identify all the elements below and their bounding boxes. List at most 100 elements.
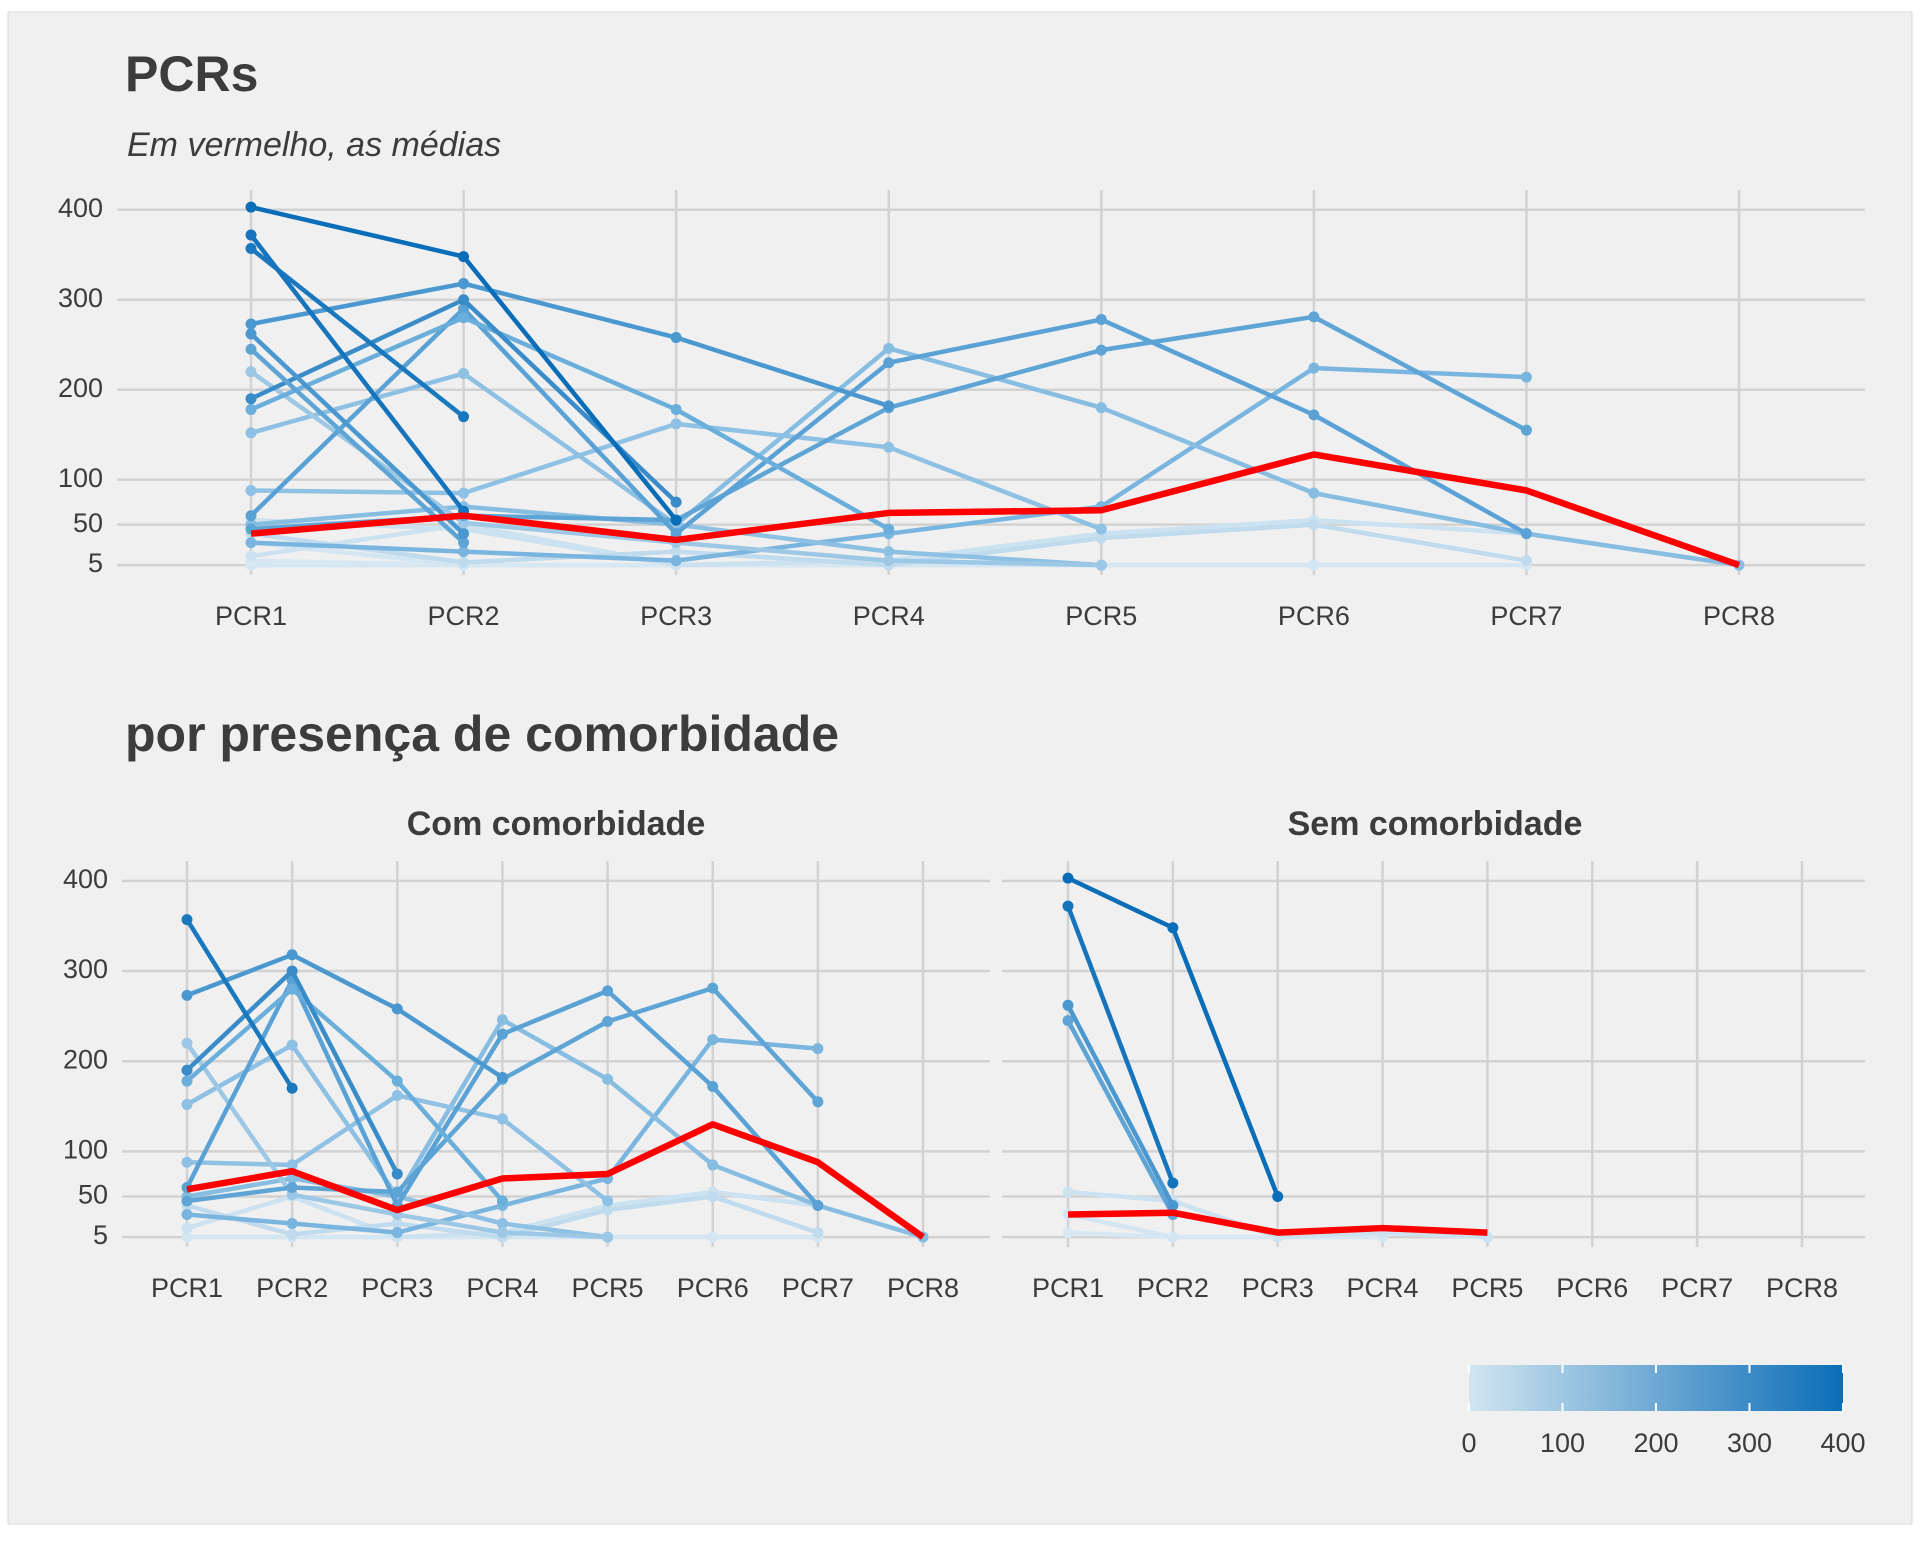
point [391,1075,403,1087]
point [707,1231,719,1243]
point [391,1227,403,1239]
series-line [250,281,890,409]
series-line [185,918,295,1090]
y-tick-label: 5 [93,1220,108,1250]
x-tick-label: PCR5 [1065,601,1137,631]
x-tick-label: PCR1 [1032,1273,1104,1303]
point [458,546,470,558]
point [1308,559,1320,571]
point [602,1073,614,1085]
series-line [1066,1019,1175,1216]
point [181,1064,193,1076]
x-tick-label: PCR3 [640,601,712,631]
point [1308,362,1320,374]
y-tick-label: 200 [63,1044,108,1074]
point [670,332,682,344]
point [707,1034,719,1046]
point [181,1037,193,1049]
point [1062,1227,1074,1239]
point [707,982,719,994]
point [181,1075,193,1087]
mean-line [186,1121,925,1240]
mean-line [250,451,1741,569]
section-title: por presença de comorbidade [125,706,839,762]
point [181,1222,193,1234]
series-line [250,517,1740,568]
point [245,201,257,213]
point [670,403,682,415]
point [1167,1231,1179,1243]
point [883,523,895,535]
point [670,514,682,526]
point [883,400,895,412]
point [496,1195,508,1207]
point [670,555,682,567]
point [458,537,470,549]
point [602,1231,614,1243]
series-line [249,233,466,513]
point [286,983,298,995]
x-tick-label: PCR8 [887,1273,959,1303]
point [458,303,470,315]
series-line [249,332,466,536]
x-tick-label: PCR2 [1137,1273,1209,1303]
colorbar-label: 400 [1820,1428,1865,1458]
x-tick-label: PCR3 [361,1273,433,1303]
series-line [1067,1212,1174,1240]
point [391,1003,403,1015]
point [1095,532,1107,544]
point [496,1113,508,1125]
point [181,1231,193,1243]
point [1520,424,1532,436]
point [391,1168,403,1180]
x-tick-label: PCR1 [151,1273,223,1303]
series-line [186,952,504,1080]
point [458,294,470,306]
point [1308,519,1320,531]
point [1308,409,1320,421]
point [1520,555,1532,567]
point [245,403,257,415]
x-tick-label: PCR7 [1661,1273,1733,1303]
series-line [1066,1004,1175,1207]
point [1095,344,1107,356]
x-tick-label: PCR2 [256,1273,328,1303]
point [391,1218,403,1230]
x-tick-label: PCR4 [466,1273,538,1303]
x-tick-label: PCR5 [572,1273,644,1303]
x-tick-label: PCR7 [782,1273,854,1303]
y-tick-label: 50 [73,508,103,538]
point [707,1080,719,1092]
point [496,1028,508,1040]
x-tick-label: PCR5 [1451,1273,1523,1303]
y-tick-label: 300 [58,283,103,313]
point [245,343,257,355]
point [181,1195,193,1207]
point [245,393,257,405]
point [1520,528,1532,540]
y-tick-label: 100 [58,463,103,493]
point [245,318,257,330]
x-tick-label: PCR1 [215,601,287,631]
point [181,1099,193,1111]
point [245,229,257,241]
point [458,312,470,324]
x-tick-label: PCR6 [1278,601,1350,631]
series-line [185,986,505,1203]
colorbar-label: 300 [1727,1428,1772,1458]
point [1095,523,1107,535]
point [1095,559,1107,571]
point [1095,314,1107,326]
y-tick-label: 300 [63,954,108,984]
point [286,1181,298,1193]
x-tick-label: PCR2 [428,601,500,631]
point [286,1159,298,1171]
point [883,555,895,567]
point [883,342,895,354]
point [1308,311,1320,323]
x-tick-label: PCR4 [1347,1273,1419,1303]
series-line [249,246,465,419]
colorbar-label: 200 [1633,1428,1678,1458]
point [458,487,470,499]
